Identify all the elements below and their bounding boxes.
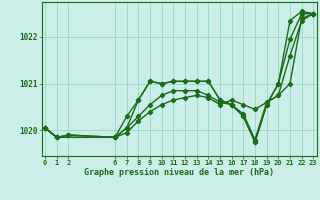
- X-axis label: Graphe pression niveau de la mer (hPa): Graphe pression niveau de la mer (hPa): [84, 168, 274, 177]
